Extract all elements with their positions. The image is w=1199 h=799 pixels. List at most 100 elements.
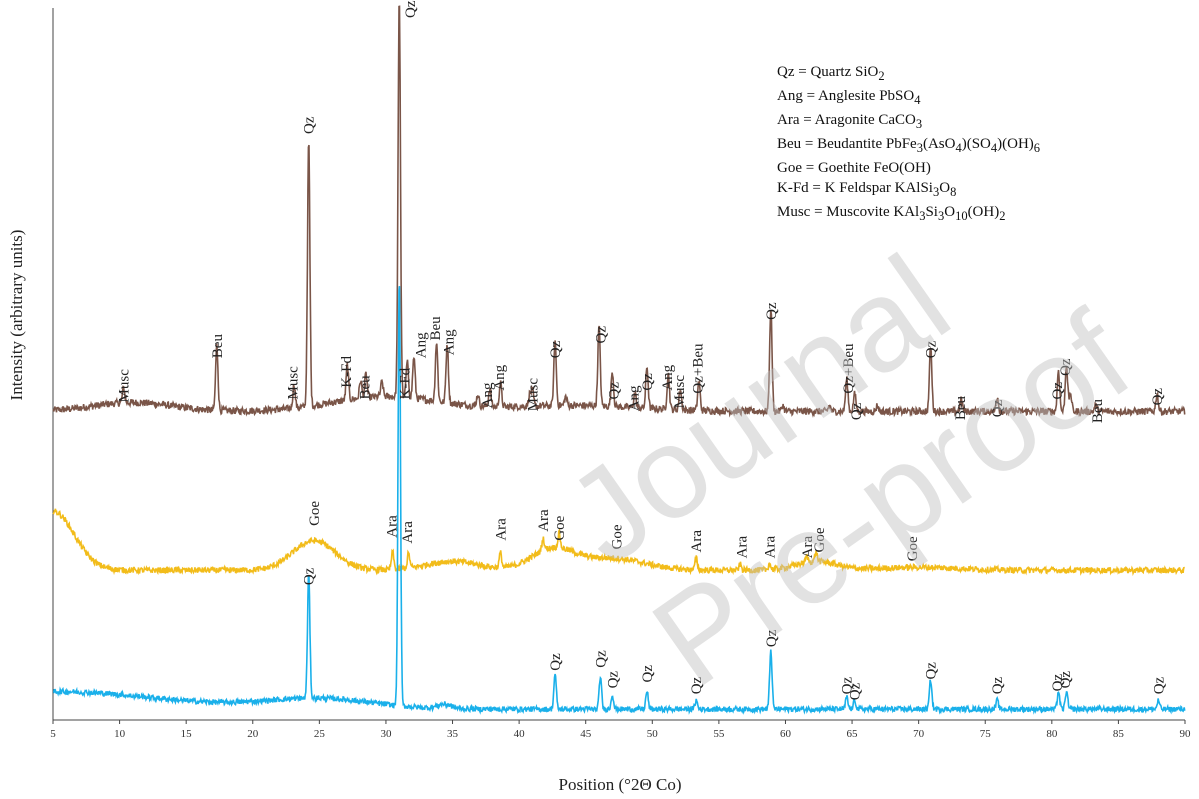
peak-label: Qz [302,116,318,134]
peak-label: Qz+Beu [691,343,707,394]
series-line-2 [52,508,1185,577]
series-group [52,5,1186,715]
peak-label: Qz [764,302,780,320]
peak-label: Qz [548,340,564,358]
legend-entry: Beu = Beudantite PbFe3(AsO4)(SO4)(OH)6 [777,134,1040,158]
legend-subscript: 3 [932,185,940,199]
legend-text: Qz = Quartz SiO [777,64,879,80]
x-tick-label: 60 [780,728,792,740]
peak-label: Qz [1151,676,1167,694]
x-tick-label: 5 [50,728,56,740]
legend-text: O [944,204,956,220]
x-tick-label: 45 [580,728,592,740]
x-tick-label: 30 [380,728,392,740]
peak-label: Ang [414,332,430,358]
series-line-1 [52,5,1186,418]
peak-label: Qz [1058,358,1074,376]
peak-label: Qz [689,676,705,694]
x-tick-label: 50 [647,728,659,740]
peak-label: Beu [428,316,444,341]
x-tick-label: 85 [1113,728,1125,740]
peak-label: K-Fd [398,367,414,399]
peak-label: Goe [905,536,921,561]
peak-label: Goe [812,527,828,552]
peak-label: Qz [848,682,864,700]
legend-subscript: 4 [955,141,962,155]
x-tick-label: 70 [913,728,925,740]
x-tick-label: 10 [114,728,126,740]
peak-label: Ang [627,385,643,411]
x-tick-label: 65 [847,728,859,740]
legend: Qz = Quartz SiO2 Ang = Anglesite PbSO4 Ara… [777,62,1040,226]
legend-subscript: 3 [915,117,923,131]
peak-label: Ang [442,329,458,355]
peak-label: Musc [672,375,688,409]
legend-text: Ang = Anglesite PbSO [777,88,915,104]
peak-label: Qz [1050,674,1066,692]
x-axis-label: Position (°2Θ Co) [559,775,682,794]
peak-label: Ara [689,530,705,553]
legend-entry: Ang = Anglesite PbSO4 [777,86,1040,110]
peak-label: Musc [286,366,302,400]
peak-label: Ang [480,382,496,408]
legend-text: Si [925,204,938,220]
peak-label: Qz [990,676,1006,694]
peak-label: Goe [609,524,625,549]
peak-label: Goe [552,515,568,540]
peak-label: Qz+Beu [841,343,857,394]
legend-text: Musc = Muscovite KAl [777,204,920,220]
peak-label: Ang [660,364,676,390]
legend-text: K-Fd = K Feldspar KAlSi [777,180,933,196]
peak-label: Qz [640,665,656,683]
peak-label: Qz [593,650,609,668]
legend-subscript: 2 [878,69,885,83]
peak-label: Ara [536,509,552,532]
peak-label: Qz [1150,388,1166,406]
legend-text: )(SO [961,136,991,152]
legend-subscript: 4 [990,141,998,155]
peak-label: Qz [548,653,564,671]
x-tick-label: 55 [713,728,725,740]
legend-entry: Ara = Aragonite CaCO3 [777,110,1040,134]
legend-subscript: 3 [916,141,923,155]
peak-label: Ara [735,536,751,559]
peak-label: Qz [924,340,940,358]
peak-label: Qz [840,676,856,694]
peak-label: Ang [492,364,508,390]
legend-entry: K-Fd = K Feldspar KAlSi3O8 [777,178,1040,202]
legend-text: Ara = Aragonite CaCO [777,112,916,128]
peak-label: Qz [605,671,621,689]
legend-text: (AsO [922,136,956,152]
x-tick-label: 25 [314,728,326,740]
peak-label: Musc [525,378,541,412]
x-tick-label: 90 [1180,728,1192,740]
legend-subscript: 6 [1033,141,1041,155]
peak-label: Ara [384,515,400,538]
legend-subscript: 2 [999,209,1006,223]
peak-label: Qz [1050,382,1066,400]
legend-subscript: 3 [937,209,945,223]
series-line-3 [53,286,1186,715]
peak-label: Qz [640,373,656,391]
legend-text: (OH) [967,204,1000,220]
x-tick-label: 75 [980,728,992,740]
legend-entry: Musc = Muscovite KAl3Si3O10(OH)2 [777,202,1040,226]
x-tick-label: 15 [181,728,193,740]
legend-text: )(OH) [997,136,1034,152]
legend-entry: Goe = Goethite FeO(OH) [777,158,1040,178]
axes: 5 10 15 20 25 30 35 40 45 50 55 60 65 70 75 80 85 90 [50,8,1191,740]
peak-label: Beu [953,395,969,420]
peak-label: Musc [117,369,133,403]
peak-label: Qz [607,382,623,400]
x-tick-label: 40 [514,728,526,740]
peak-label: K-Fd [339,356,355,388]
peak-label: Ara [400,521,416,544]
peak-label: Ara [800,536,816,559]
y-axis-label: Intensity (arbitrary units) [7,230,26,401]
legend-subscript: 8 [950,185,957,199]
legend-subscript: 3 [919,209,926,223]
peak-label: Goe [307,501,323,526]
legend-text: Goe = Goethite FeO(OH) [777,160,931,176]
